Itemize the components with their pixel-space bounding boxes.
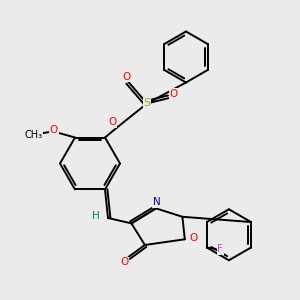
Text: O: O: [123, 71, 131, 82]
Text: O: O: [50, 125, 58, 135]
Text: O: O: [108, 117, 117, 127]
Text: O: O: [170, 88, 178, 99]
Text: S: S: [143, 98, 151, 109]
Text: N: N: [153, 197, 160, 207]
Text: CH₃: CH₃: [25, 130, 43, 140]
Text: O: O: [189, 233, 197, 243]
Text: H: H: [92, 212, 99, 221]
Text: F: F: [218, 244, 223, 254]
Text: O: O: [121, 257, 129, 267]
